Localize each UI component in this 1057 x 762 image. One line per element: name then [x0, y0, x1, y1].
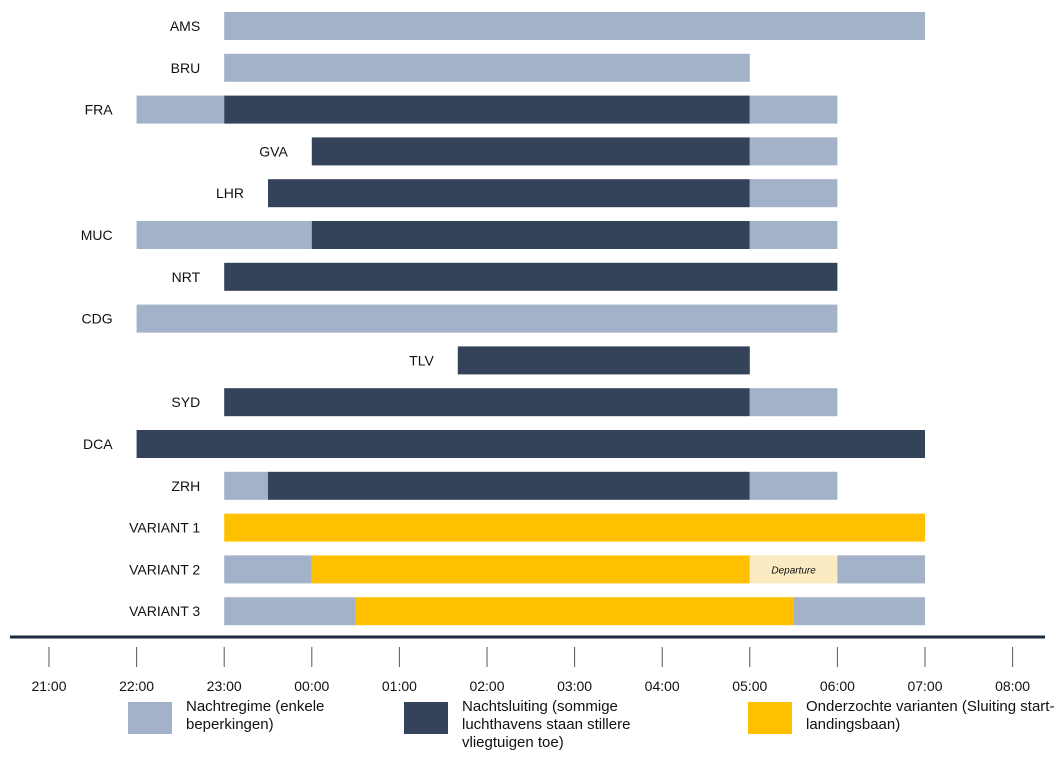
bar-fra-nachtregime-0: [136, 95, 225, 124]
bar-gva-nachtsluiting-0: [311, 137, 750, 166]
row-label-variant-3: VARIANT 3: [129, 603, 200, 619]
row-label-dca: DCA: [83, 436, 113, 452]
legend-swatch-nachtsluiting: [404, 702, 448, 734]
bar-variant-2-nachtregime-0: [224, 555, 312, 584]
x-tick-label-6: 03:00: [557, 678, 592, 694]
bar-fra-nachtsluiting-1: [224, 95, 750, 124]
x-tick-label-9: 06:00: [820, 678, 855, 694]
row-label-ams: AMS: [170, 18, 200, 34]
bar-zrh-nachtregime-0: [224, 471, 268, 500]
x-tick-label-0: 21:00: [31, 678, 66, 694]
bar-variant-3-nachtregime-0: [224, 597, 356, 626]
x-tick-label-7: 04:00: [645, 678, 680, 694]
bar-variant-2-departure-2: [749, 555, 838, 584]
bar-dca-nachtsluiting-0: [136, 430, 926, 458]
bar-variant-3-varianten-1: [355, 597, 794, 626]
row-label-lhr: LHR: [216, 185, 244, 201]
x-tick-label-2: 23:00: [207, 678, 242, 694]
x-tick-label-4: 01:00: [382, 678, 417, 694]
x-tick-label-11: 08:00: [995, 678, 1030, 694]
bar-variant-3-nachtregime-2: [793, 597, 925, 626]
legend-nachtregime: Nachtregime (enkele beperkingen): [128, 698, 416, 734]
row-label-nrt: NRT: [172, 269, 201, 285]
bar-gva-nachtregime-1: [749, 137, 838, 166]
bar-variant-1-varianten-0: [224, 513, 925, 542]
bar-nrt-nachtsluiting-0: [224, 262, 838, 291]
bar-zrh-nachtsluiting-1: [268, 471, 750, 500]
bar-variant-2-varianten-1: [311, 555, 750, 584]
legend-label-nachtsluiting: Nachtsluiting (sommige luchthavens staan…: [462, 698, 631, 751]
bar-muc-nachtregime-2: [749, 221, 838, 249]
bar-ams-nachtregime-0: [224, 12, 925, 40]
x-tick-label-5: 02:00: [469, 678, 504, 694]
legend-varianten: Onderzochte varianten (Sluiting start- e…: [748, 698, 1057, 734]
row-label-variant-2: VARIANT 2: [129, 561, 200, 577]
bar-bru-nachtregime-0: [224, 53, 750, 82]
legend-swatch-varianten: [748, 702, 792, 734]
legend-label-varianten: Onderzochte varianten (Sluiting start- e…: [806, 698, 1057, 733]
bar-tlv-nachtsluiting-0: [457, 346, 750, 375]
bar-variant-2-nachtregime-3: [837, 555, 925, 584]
x-tick-label-8: 05:00: [732, 678, 767, 694]
night-closure-chart: AMS BRU FRA GVA LHR MUC NRT CDG TLV SYD DCA ZRH VARI…: [10, 12, 1045, 694]
bar-cdg-nachtregime-0: [136, 304, 838, 333]
row-label-tlv: TLV: [409, 352, 434, 368]
row-label-variant-1: VARIANT 1: [129, 520, 200, 536]
legend-label-nachtregime: Nachtregime (enkele beperkingen): [186, 698, 325, 733]
legend-swatch-nachtregime: [128, 702, 172, 734]
bar-syd-nachtregime-1: [749, 388, 838, 417]
x-tick-label-10: 07:00: [907, 678, 942, 694]
row-label-fra: FRA: [85, 102, 114, 118]
row-label-gva: GVA: [259, 143, 288, 159]
bar-variant-2-segment-label: Departure: [771, 565, 816, 576]
bar-muc-nachtregime-0: [136, 221, 312, 249]
row-label-syd: SYD: [171, 394, 200, 410]
bar-fra-nachtregime-2: [749, 95, 838, 124]
x-tick-label-1: 22:00: [119, 678, 154, 694]
bar-lhr-nachtregime-1: [749, 179, 838, 208]
row-label-bru: BRU: [171, 60, 201, 76]
row-label-zrh: ZRH: [171, 478, 200, 494]
row-label-cdg: CDG: [81, 311, 112, 327]
bar-lhr-nachtsluiting-0: [268, 179, 750, 208]
bar-zrh-nachtregime-2: [749, 471, 838, 500]
bar-muc-nachtsluiting-1: [311, 221, 750, 249]
legend-nachtsluiting: Nachtsluiting (sommige luchthavens staan…: [404, 698, 702, 752]
x-tick-label-3: 00:00: [294, 678, 329, 694]
bar-syd-nachtsluiting-0: [224, 388, 750, 417]
row-label-muc: MUC: [81, 227, 113, 243]
